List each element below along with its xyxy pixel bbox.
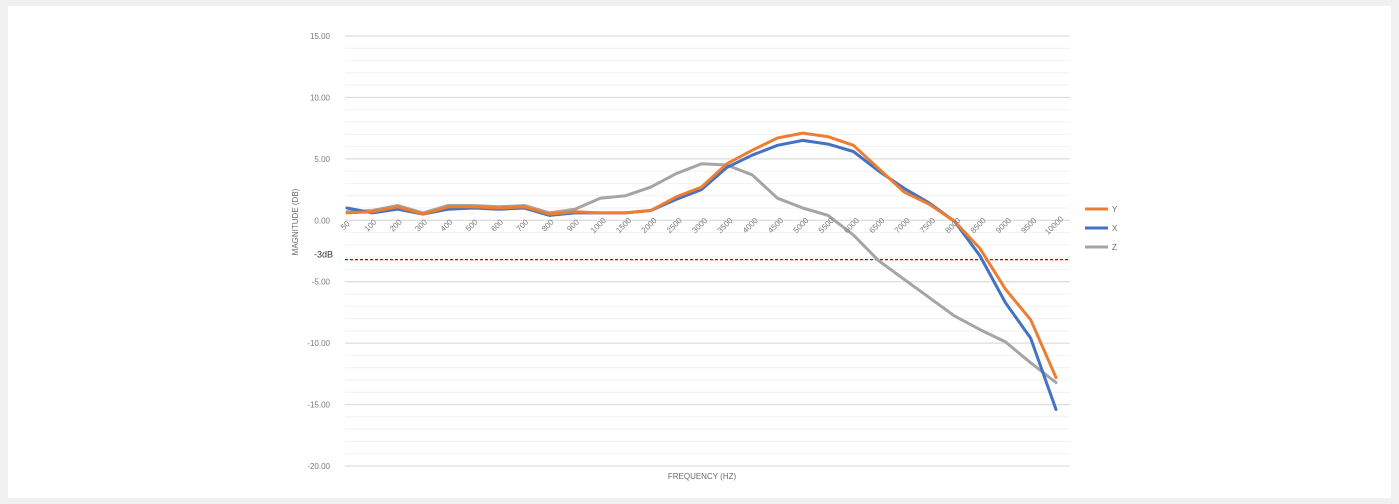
y-tick-label: -15.00 — [307, 401, 330, 410]
series-line-x — [345, 138, 1058, 411]
x-tick-label: 700 — [515, 217, 531, 233]
x-tick-label: 5000 — [792, 216, 811, 235]
chart-panel: -3dB 15.00 10.00 5.00 0.00 -5.00 -10.00 -15.00… — [8, 6, 1391, 498]
x-tick-label: 400 — [439, 217, 455, 233]
x-tick-label: 9000 — [994, 216, 1013, 235]
legend-label-z: Z — [1112, 243, 1117, 252]
x-tick-label: 6500 — [868, 216, 887, 235]
x-tick-label: 3000 — [690, 216, 709, 235]
x-axis-ticks: 50 100 200 300 400 500 600 700 800 900 1000 1500 200… — [339, 214, 1066, 236]
x-tick-label: 1000 — [589, 216, 608, 235]
reference-line-group: -3dB — [314, 250, 1070, 261]
y-axis-title: MAGNITUDE (DB) — [291, 188, 300, 255]
x-tick-label: 4000 — [741, 216, 760, 235]
series-line-y — [345, 131, 1058, 379]
x-tick-label: 2500 — [665, 216, 684, 235]
x-tick-label: 500 — [464, 217, 480, 233]
x-tick-label: 300 — [413, 217, 429, 233]
legend-label-x: X — [1112, 224, 1118, 233]
reference-line-label: -3dB — [314, 250, 333, 260]
y-tick-label: 0.00 — [314, 216, 330, 225]
x-tick-label: 2000 — [640, 216, 659, 235]
x-tick-label: 600 — [489, 217, 505, 233]
x-tick-label: 3500 — [716, 216, 735, 235]
series-lines — [345, 131, 1058, 411]
y-tick-label: 15.00 — [310, 32, 331, 41]
line-chart: -3dB 15.00 10.00 5.00 0.00 -5.00 -10.00 -15.00… — [291, 32, 1118, 481]
x-tick-label: 1500 — [614, 216, 633, 235]
x-tick-label: 9500 — [1019, 216, 1038, 235]
y-tick-label: -20.00 — [307, 462, 330, 471]
x-tick-label: 4500 — [766, 216, 785, 235]
x-tick-label: 7000 — [893, 216, 912, 235]
y-tick-label: -5.00 — [312, 278, 331, 287]
legend: Y X Z — [1085, 205, 1118, 252]
y-tick-label: 10.00 — [310, 93, 331, 102]
y-tick-label: 5.00 — [314, 155, 330, 164]
legend-label-y: Y — [1112, 205, 1118, 214]
series-line-z — [345, 162, 1058, 384]
x-tick-label: 200 — [388, 217, 404, 233]
y-tick-label: -10.00 — [307, 339, 330, 348]
gridlines — [345, 35, 1070, 467]
x-tick-label: 8500 — [969, 216, 988, 235]
y-axis-ticks: 15.00 10.00 5.00 0.00 -5.00 -10.00 -15.00 -20.0… — [307, 32, 330, 471]
x-tick-label: 100 — [363, 217, 379, 233]
x-axis-title: FREQUENCY (HZ) — [668, 472, 737, 481]
x-tick-label: 800 — [540, 217, 556, 233]
x-tick-label: 900 — [565, 217, 581, 233]
x-tick-label: 7500 — [918, 216, 937, 235]
x-tick-label: 10000 — [1043, 214, 1065, 236]
